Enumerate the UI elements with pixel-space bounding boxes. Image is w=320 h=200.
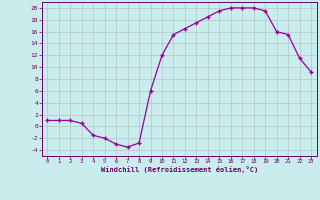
X-axis label: Windchill (Refroidissement éolien,°C): Windchill (Refroidissement éolien,°C) — [100, 166, 258, 173]
